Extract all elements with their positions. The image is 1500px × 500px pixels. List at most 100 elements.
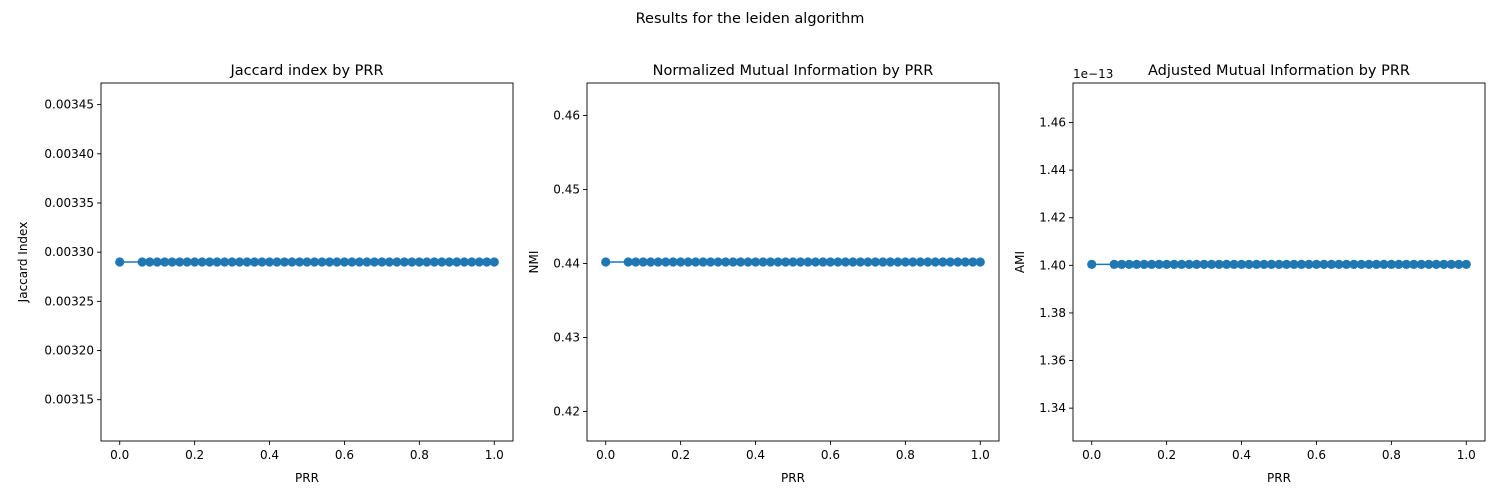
chart-2-data-point [1184,259,1194,269]
chart-1-data-point [833,257,843,267]
chart-0-data-point [377,257,387,267]
chart-0-data-point [324,257,335,267]
chart-0-data-point [399,257,409,267]
chart-2-data-point [1304,259,1314,269]
chart-1-data-point [915,257,925,267]
chart-0-data-point [474,257,484,267]
chart-1-data-point [638,257,648,267]
chart-0-data-point [145,257,155,267]
subplot-0: Jaccard index by PRR 0.0 0.2 0.4 0.6 0.8 1.0 0.… [16,63,514,485]
chart-2-data-point [1364,259,1374,269]
chart-2-data-point [1132,259,1142,269]
chart-1-data-point [938,257,948,267]
chart-2-data-point [1356,259,1366,269]
chart-0-xtick-label: 0.0 [110,448,129,462]
chart-1-xtick-label: 0.6 [821,448,840,462]
chart-1-data-point [863,257,873,267]
chart-0-data-point [339,257,350,267]
chart-0-data-point [422,257,432,267]
chart-1-data-point [840,257,851,267]
chart-0-data-point [137,257,147,267]
chart-1-data-point [795,257,806,267]
chart-0-data-point [317,257,327,267]
chart-2-data-point [1124,259,1134,269]
chart-2-data-point [1371,259,1381,269]
chart-0-data-point [309,257,320,267]
chart-1-data-point [728,257,738,267]
chart-1-data-point [885,257,895,267]
chart-1-xlabel: PRR [781,471,805,485]
chart-0-data-point [279,257,290,267]
chart-2-data-point [1206,259,1217,269]
chart-2-data-point [1319,259,1329,269]
chart-1-xtick-label: 0.4 [746,448,765,462]
chart-1-data-point [780,257,791,267]
chart-2-ylabel: AMI [1013,251,1027,273]
chart-0-xtick-label: 0.8 [410,448,429,462]
chart-2-data-point [1296,259,1307,269]
chart-2-data-point [1244,259,1254,269]
chart-2-data-point [1236,259,1247,269]
chart-0-data-point [407,257,417,267]
chart-2-data-point [1214,259,1224,269]
chart-1-ytick-label: 0.45 [553,183,580,197]
chart-1-data-point [810,257,821,267]
chart-0-data-point [190,257,200,267]
chart-1-xtick-label: 0.0 [596,448,615,462]
chart-2-xtick-label: 0.2 [1157,448,1176,462]
chart-1-data-point [975,257,985,267]
chart-1-data-point [900,257,910,267]
chart-0-data-point [429,257,439,267]
chart-0-data-point [287,257,297,267]
chart-0-data-point [332,257,342,267]
chart-2-data-point [1379,259,1389,269]
chart-2-data-point [1221,259,1232,269]
chart-1-data-point [773,257,783,267]
chart-2-data-point [1446,259,1456,269]
chart-2-data-point [1334,259,1344,269]
chart-0-ytick-label: 0.00340 [44,147,94,161]
chart-1-data-point [908,257,918,267]
chart-0-ytick-label: 0.00320 [44,344,94,358]
chart-0-data-point [467,257,477,267]
chart-2-xtick-label: 0.8 [1382,448,1401,462]
chart-1-data-point [661,257,671,267]
subplot-2: Adjusted Mutual Information by PRR 0.0 0.2… [1013,63,1486,485]
chart-0-data-point [205,257,215,267]
chart-0-data-point [354,257,365,267]
chart-2-axes-frame [1072,82,1486,442]
chart-0-data-point [182,257,192,267]
chart-2-data-point [1281,259,1292,269]
chart-0-data-point [197,257,207,267]
figure-suptitle: Results for the leiden algorithm [636,11,865,27]
chart-2-data-point [1431,259,1441,269]
chart-0-data-point [414,257,424,267]
chart-1-data-point [720,257,731,267]
chart-2-data-point [1251,259,1262,269]
chart-0-data-point [152,257,162,267]
chart-1-xtick-label: 0.2 [671,448,690,462]
chart-0-data-point [167,257,177,267]
chart-1-data-point [706,257,716,267]
chart-2-data-point [1289,259,1299,269]
chart-1-ylabel: NMI [527,251,541,274]
chart-2-data-point [1147,259,1157,269]
chart-1-data-point [878,257,888,267]
chart-2-data-point [1259,259,1269,269]
chart-2-data-point [1117,259,1127,269]
chart-1-data-point [631,257,641,267]
chart-0-data-point [302,257,312,267]
chart-1-ytick-label: 0.44 [553,256,580,270]
chart-1-ytick-label: 0.46 [553,109,580,123]
chart-0-xtick-label: 0.4 [260,448,279,462]
chart-1-data-point [676,257,686,267]
chart-2-xlabel: PRR [1267,471,1291,485]
chart-2-data-point [1454,259,1464,269]
chart-0-data-point [272,257,282,267]
chart-1-data-point [750,257,761,267]
chart-1-data-point [646,257,656,267]
chart-1-data-point [870,257,881,267]
chart-0-data-point [220,257,230,267]
chart-2-ytick-label: 1.46 [1039,116,1066,130]
chart-0-data-point [459,257,469,267]
